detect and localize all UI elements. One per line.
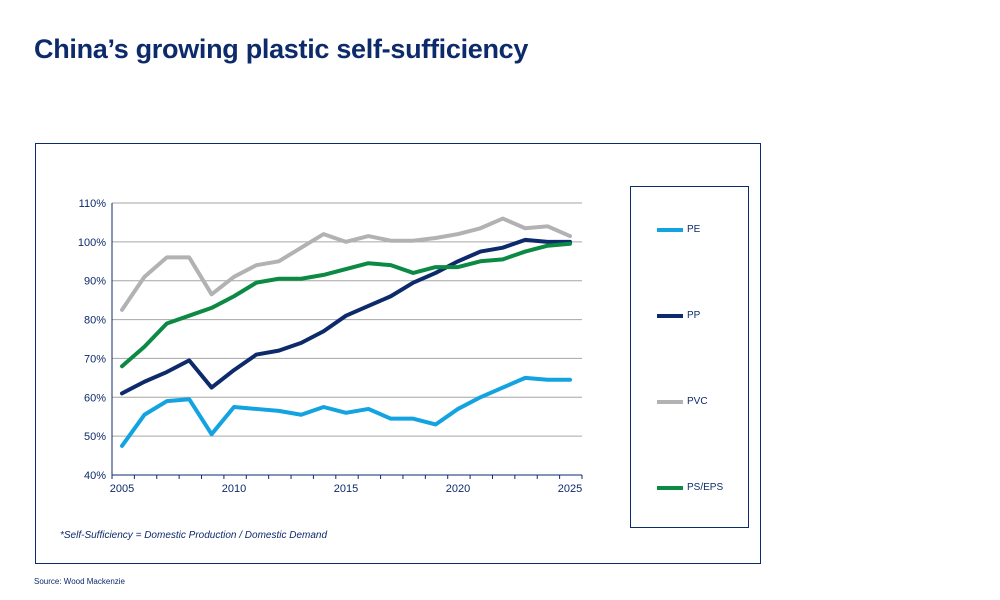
legend-label: PP (687, 310, 701, 321)
legend-item: PP (657, 310, 700, 321)
legend: PE PP PVC PS/EPS (630, 186, 749, 528)
legend-swatch (657, 399, 683, 404)
x-tick-label: 2010 (222, 483, 246, 495)
series-line-pe (120, 375, 572, 448)
x-tick-label: 2020 (446, 483, 470, 495)
y-tick-label: 100% (78, 237, 106, 249)
y-tick-label: 90% (84, 276, 106, 288)
legend-swatch (657, 227, 683, 232)
legend-item: PVC (657, 396, 708, 407)
y-tick-label: 110% (79, 198, 107, 210)
chart-title: China’s growing plastic self-sufficiency (34, 34, 529, 64)
series-line-pseps (120, 241, 572, 369)
series-line-pp (120, 237, 572, 396)
legend-swatch (657, 485, 683, 490)
y-tick-label: 60% (84, 392, 106, 404)
y-tick-label: 70% (84, 353, 106, 365)
legend-item: PS/EPS (657, 482, 723, 493)
x-tick-label: 2025 (558, 483, 582, 495)
y-tick-label: 50% (84, 431, 106, 443)
series-line-pvc (120, 216, 572, 312)
y-tick-label: 80% (84, 315, 106, 327)
legend-label: PVC (687, 396, 708, 407)
source: Source: Wood Mackenzie (34, 577, 126, 586)
footnote: *Self-Sufficiency = Domestic Production … (60, 530, 328, 541)
chart-frame (35, 143, 761, 564)
legend-item: PE (657, 224, 700, 235)
y-tick-label: 40% (84, 470, 106, 482)
legend-label: PE (687, 224, 701, 235)
legend-swatch (657, 313, 683, 318)
x-tick-label: 2005 (110, 483, 134, 495)
legend-label: PS/EPS (687, 482, 724, 493)
x-tick-label: 2015 (334, 483, 358, 495)
